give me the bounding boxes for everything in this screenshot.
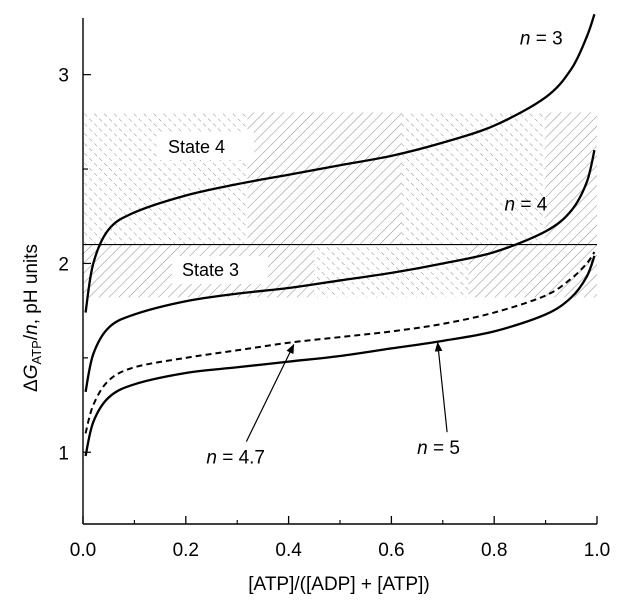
- y-label-delta: Δ: [21, 379, 42, 392]
- x-axis-ticks: 0.0 0.2 0.4 0.6 0.8 1.0: [70, 516, 610, 561]
- curve-annotations: n = 3 n = 4 n = 4.7 n = 5: [206, 28, 562, 468]
- x-tick-label: 0.0: [70, 540, 96, 561]
- y-label-n: n: [21, 324, 42, 335]
- x-tick-label: 0.8: [481, 540, 507, 561]
- curve-label-text: n = 3: [520, 28, 563, 49]
- annotation-arrow: [434, 341, 448, 433]
- x-tick-label: 1.0: [584, 540, 610, 561]
- y-label-subscript: ATP: [29, 340, 44, 364]
- series-layer: [84, 13, 596, 457]
- x-tick-label: 0.2: [173, 540, 199, 561]
- y-axis-label: ΔGATP/n, pH units: [21, 244, 44, 392]
- region-label-state-4: State 4: [168, 137, 225, 157]
- x-axis-label: [ATP]/([ADP] + [ATP]): [248, 574, 429, 595]
- hatched-regions: [83, 112, 597, 298]
- y-tick-label: 3: [58, 66, 69, 87]
- annotation-arrow: [245, 343, 295, 442]
- series-line-4: [84, 149, 596, 393]
- y-tick-label: 2: [58, 254, 69, 275]
- state-3-hatch-1: [314, 244, 469, 298]
- y-tick-label: 1: [58, 443, 69, 464]
- x-tick-label: 0.6: [378, 540, 404, 561]
- series-line-3: [84, 13, 596, 313]
- curve-label: n = 4: [504, 195, 547, 216]
- y-label-rest: , pH units: [21, 244, 42, 324]
- series-line-5: [84, 255, 596, 457]
- curve-label: n = 4.7: [206, 343, 295, 469]
- y-label-g: G: [21, 364, 42, 379]
- x-tick-label: 0.4: [275, 540, 302, 561]
- region-label-state-3: State 3: [182, 260, 239, 280]
- state-4-label-bg: [158, 132, 254, 160]
- y-label-slash: /: [21, 334, 42, 340]
- state-4-hatch-3: [545, 112, 597, 245]
- state-3-label-bg: [172, 256, 268, 284]
- curve-label-text: n = 4.7: [206, 448, 265, 469]
- curve-label-text: n = 4: [504, 195, 547, 216]
- curve-label: n = 5: [417, 341, 460, 459]
- y-axis-ticks: 1 2 3: [58, 66, 91, 464]
- curve-label: n = 3: [520, 28, 563, 49]
- series-line-4-7: [84, 251, 596, 434]
- curve-label-text: n = 5: [417, 438, 460, 459]
